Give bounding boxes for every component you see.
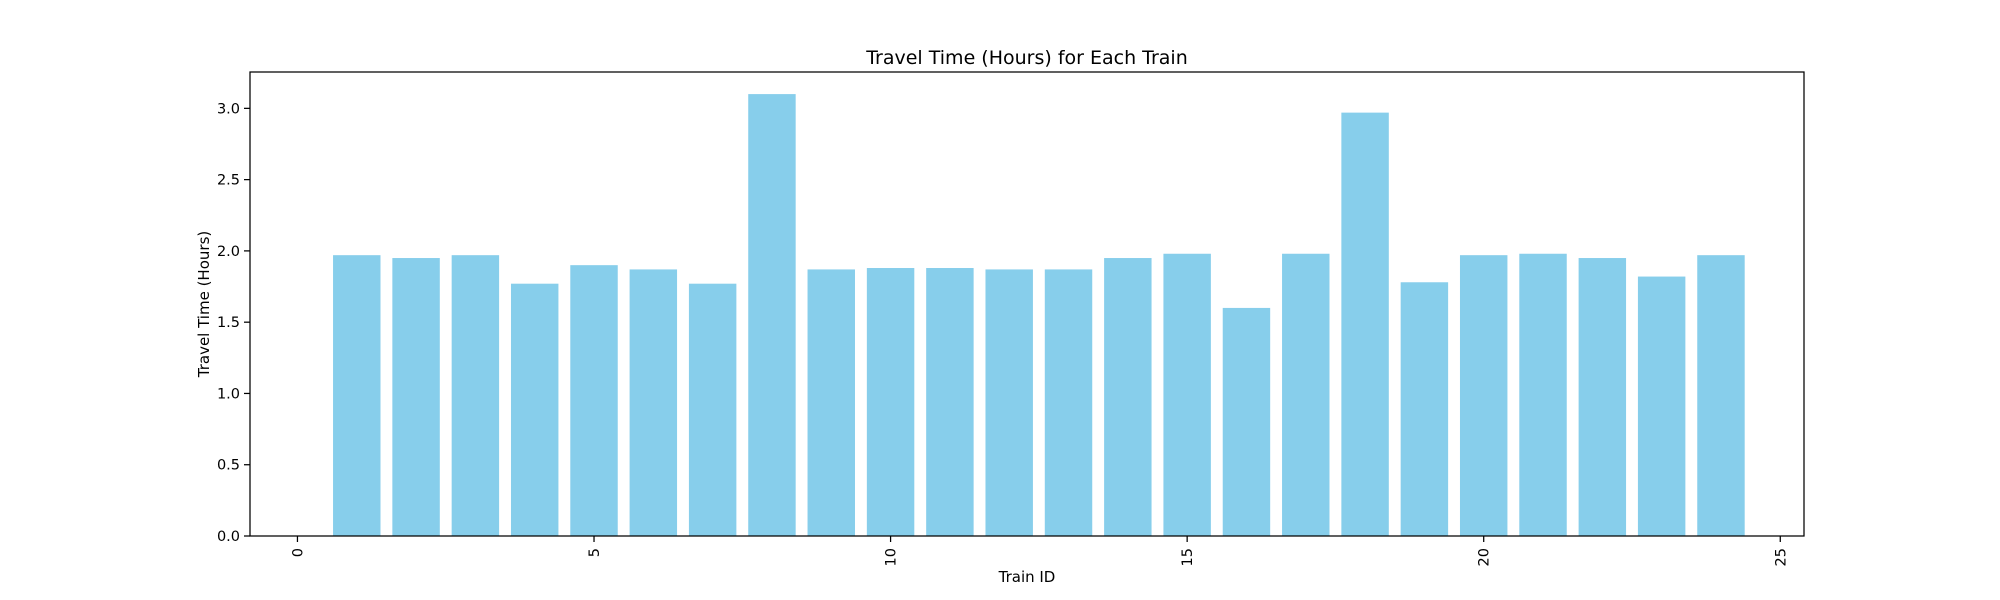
bar-train-6 — [629, 269, 678, 536]
bar-train-16 — [1222, 307, 1271, 536]
bar-train-23 — [1637, 276, 1686, 536]
y-tick-label: 3.0 — [217, 101, 240, 117]
y-tick-label: 2.0 — [217, 244, 240, 260]
chart-title: Travel Time (Hours) for Each Train — [865, 47, 1188, 69]
bar-train-13 — [1044, 269, 1093, 536]
y-axis-label: Travel Time (Hours) — [195, 231, 213, 378]
bar-train-21 — [1519, 253, 1567, 536]
bar-train-22 — [1578, 258, 1627, 536]
x-axis-label: Train ID — [998, 568, 1056, 586]
y-axis-ticks: 0.0 0.5 1.0 1.5 2.0 2.5 3.0 — [217, 101, 250, 545]
bar-train-3 — [451, 255, 500, 536]
bar-train-8 — [748, 94, 796, 536]
bar-train-4 — [510, 283, 559, 536]
bar-train-11 — [926, 268, 974, 536]
plot-area-frame — [249, 71, 1805, 537]
x-tick-label: 20 — [1477, 548, 1493, 566]
bar-train-12 — [985, 269, 1033, 536]
bar-series — [333, 94, 1745, 536]
x-tick-label: 10 — [884, 548, 900, 566]
y-tick-label: 1.5 — [217, 315, 240, 331]
bar-train-9 — [807, 269, 855, 536]
x-tick-label: 25 — [1773, 548, 1789, 566]
bar-train-7 — [688, 283, 737, 536]
x-tick-label: 0 — [290, 548, 306, 557]
bar-train-15 — [1163, 253, 1211, 536]
x-axis-ticks: 0 5 10 15 20 25 — [290, 536, 1789, 566]
y-tick-label: 0.5 — [217, 458, 240, 474]
bar-train-17 — [1282, 253, 1330, 536]
y-tick-label: 0.0 — [217, 529, 240, 545]
bar-train-19 — [1400, 282, 1449, 536]
y-tick-label: 1.0 — [217, 386, 240, 402]
x-tick-label: 15 — [1180, 548, 1196, 566]
bar-train-18 — [1341, 112, 1389, 536]
bar-train-20 — [1459, 255, 1508, 536]
y-tick-label: 2.5 — [217, 173, 240, 189]
bar-train-1 — [333, 255, 381, 536]
bar-train-14 — [1104, 258, 1152, 536]
x-tick-label: 5 — [587, 548, 603, 557]
bar-train-5 — [570, 265, 618, 536]
bar-train-10 — [866, 268, 915, 536]
bar-train-24 — [1697, 255, 1745, 536]
bar-train-2 — [392, 258, 440, 536]
